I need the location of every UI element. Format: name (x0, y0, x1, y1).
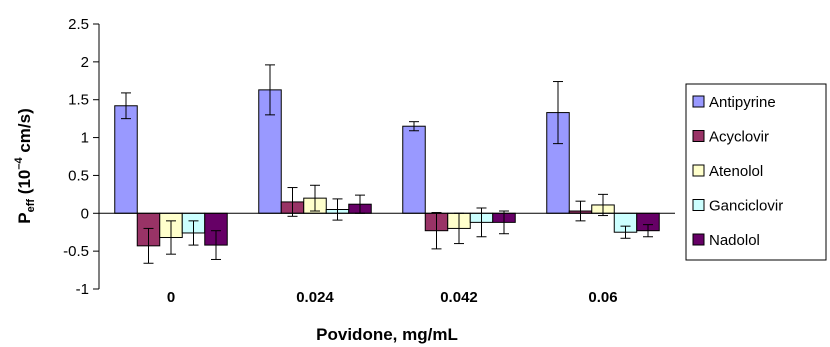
legend-swatch-nadolol (692, 233, 705, 246)
y-axis-title-prefix: P (15, 212, 34, 223)
x-tick-label-2: 0.042 (440, 289, 478, 306)
y-axis-title-superscript: –4 (13, 157, 25, 170)
legend-label-ganciclovir: Ganciclovir (709, 198, 783, 215)
legend-label-nadolol: Nadolol (709, 232, 760, 249)
x-tick-label-1: 0.024 (296, 289, 334, 306)
y-axis-title-suffix: cm/s) (15, 108, 34, 157)
legend-swatch-atenolol (692, 164, 705, 177)
bar-antipyrine-2 (402, 125, 426, 214)
y-tick-label-3: 1 (81, 130, 89, 147)
y-tick-label-6: -0.5 (63, 243, 89, 260)
legend-label-acyclovir: Acyclovir (709, 129, 769, 146)
y-tick-label-4: 0.5 (68, 167, 89, 184)
plot-area: 2.5 2 1.5 1 0.5 0 -0.5 -1 0 0.024 0.042 0.06 (63, 16, 675, 306)
legend-swatch-acyclovir (692, 130, 705, 142)
y-tick-label-5: 0 (81, 205, 89, 222)
legend-label-atenolol: Atenolol (709, 163, 763, 180)
legend-label-antipyrine: Antipyrine (709, 94, 776, 111)
x-axis-title: Povidone, mg/mL (316, 325, 458, 344)
y-axis-title-subscript: eff (25, 199, 37, 213)
y-axis-title: Peff (10–4 cm/s) (13, 108, 37, 223)
y-tick-label-0: 2.5 (68, 16, 89, 33)
y-tick-label-1: 2 (81, 54, 89, 71)
legend-box (685, 83, 827, 261)
y-axis-title-middle: (10 (15, 170, 34, 199)
legend-swatch-antipyrine (692, 95, 705, 108)
x-tick-label-3: 0.06 (588, 289, 617, 306)
legend: Antipyrine Acyclovir Atenolol Ganciclovir Na… (685, 83, 827, 261)
x-tick-label-0: 0 (167, 289, 175, 306)
y-tick-label-7: -1 (76, 281, 89, 298)
bar-antipyrine-0 (114, 105, 138, 214)
y-tick-label-2: 1.5 (68, 92, 89, 109)
legend-swatch-ganciclovir (692, 199, 705, 211)
svg-text:Peff (10–4 cm/s): Peff (10–4 cm/s) (13, 108, 37, 223)
